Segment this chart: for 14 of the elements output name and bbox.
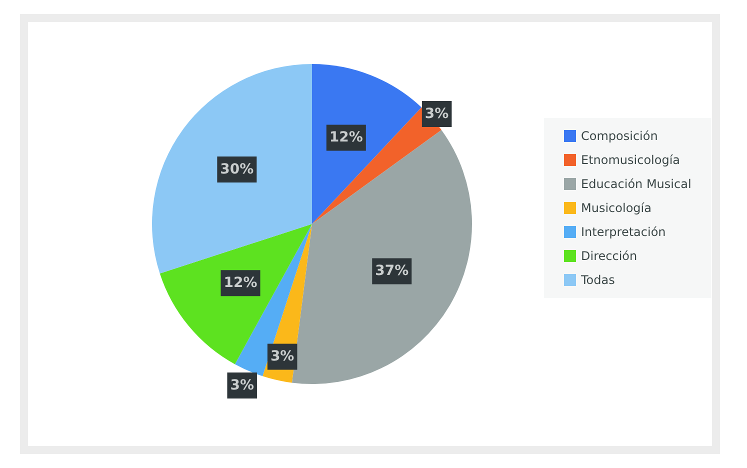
data-label: 12% [329, 130, 363, 146]
data-label: 37% [375, 263, 409, 280]
data-label: 3% [230, 378, 254, 394]
data-label: 3% [424, 106, 449, 122]
legend-label: Educación Musical [581, 177, 692, 191]
legend-label: Interpretación [581, 225, 666, 239]
legend-label: Dirección [581, 249, 638, 263]
legend-label: Composición [581, 129, 658, 143]
data-label: 3% [270, 348, 294, 365]
data-label: 12% [224, 275, 258, 292]
legend-label: Etnomusicología [581, 153, 680, 167]
legend-label: Todas [580, 273, 615, 287]
data-label: 30% [220, 161, 254, 178]
legend-label: Musicología [581, 201, 652, 215]
